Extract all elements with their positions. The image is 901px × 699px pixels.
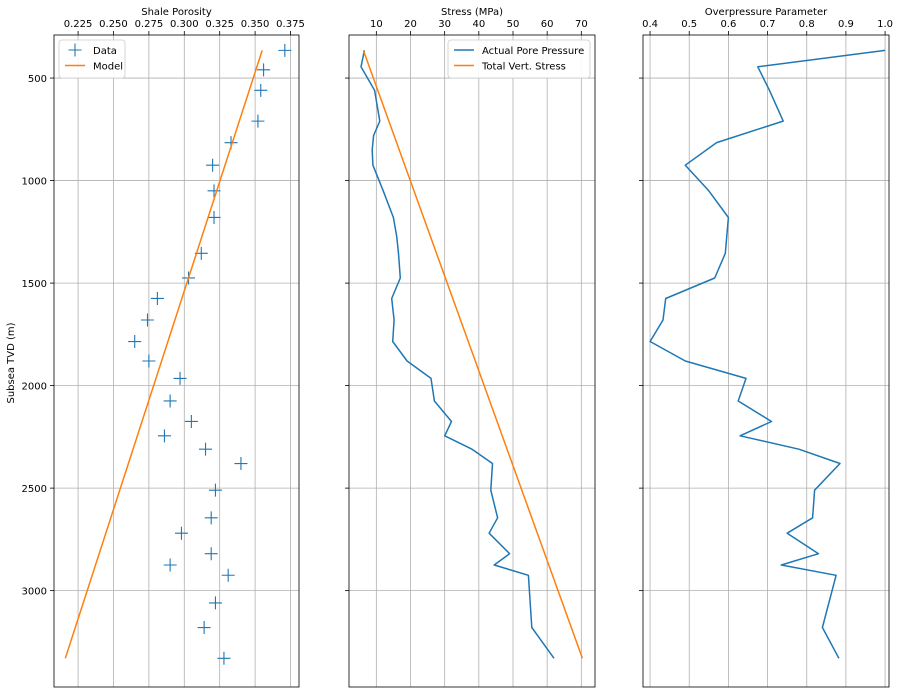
x-tick-label: 20 <box>404 19 417 30</box>
x-tick-label: 60 <box>541 19 554 30</box>
data-point <box>257 63 271 77</box>
data-point <box>204 547 218 561</box>
x-tick-label: 0.300 <box>170 19 199 30</box>
data-point <box>140 313 154 327</box>
x-tick-label: 30 <box>438 19 451 30</box>
data-point <box>254 83 268 97</box>
axes-frame <box>642 34 890 688</box>
legend-entry: Actual Pore Pressure <box>482 46 584 57</box>
legend-entry: Total Vert. Stress <box>481 62 566 73</box>
x-tick-label: 40 <box>472 19 485 30</box>
data-point <box>128 335 142 349</box>
data-point <box>251 114 265 128</box>
data-point <box>197 621 211 635</box>
y-tick-label: 2000 <box>22 382 47 393</box>
x-tick-label: 70 <box>575 19 588 30</box>
y-tick-label: 1500 <box>22 279 47 290</box>
legend-marker <box>68 43 82 57</box>
x-tick-label: 0.8 <box>799 19 815 30</box>
data-point <box>208 596 222 610</box>
data-point <box>142 354 156 368</box>
x-tick-label: 0.4 <box>642 19 658 30</box>
model-line <box>64 50 263 659</box>
chart-title: Shale Porosity <box>141 7 212 18</box>
data-point <box>221 568 235 582</box>
data-point <box>207 210 221 224</box>
y-tick-label: 500 <box>28 74 47 85</box>
data-point <box>204 511 218 525</box>
data-point <box>157 429 171 443</box>
stress-panel: 10 20 30 40 50 60 70 Stress (MPa) Actual Pore Pr… <box>345 7 596 688</box>
x-tick-label: 0.6 <box>720 19 736 30</box>
x-tick-label: 0.375 <box>276 19 305 30</box>
data-point <box>173 371 187 385</box>
axes-frame <box>53 34 300 688</box>
data-point <box>208 483 222 497</box>
data-point <box>206 158 220 172</box>
y-axis-label: Subsea TVD (m) <box>6 322 17 403</box>
shale-porosity-panel: 0.225 0.250 0.275 0.300 0.325 0.350 0.375 500 10… <box>22 7 305 688</box>
x-tick-label: 0.225 <box>64 19 93 30</box>
x-tick-label: 1.0 <box>877 19 893 30</box>
x-tick-label: 50 <box>507 19 520 30</box>
data-point <box>199 442 213 456</box>
overpressure-parameter-line <box>649 49 886 659</box>
legend-entry: Model <box>93 62 123 73</box>
overpressure-panel: 0.4 0.5 0.6 0.7 0.8 0.9 1.0 Overpressure Parame… <box>639 7 893 688</box>
chart-title: Overpressure Parameter <box>705 7 828 18</box>
data-point <box>150 291 164 305</box>
data-point <box>163 394 177 408</box>
plot-area <box>64 43 292 665</box>
axes-frame <box>348 34 596 688</box>
x-tick-label: 0.7 <box>760 19 776 30</box>
y-tick-label: 3000 <box>22 587 47 598</box>
actual-pore-pressure-line <box>360 50 555 659</box>
legend: Actual Pore Pressure Total Vert. Stress <box>447 39 591 79</box>
legend-entry: Data <box>93 46 117 57</box>
plot-area <box>649 49 886 659</box>
total-vert-stress-line <box>362 50 584 659</box>
x-tick-label: 0.325 <box>205 19 234 30</box>
data-point <box>207 184 221 198</box>
x-tick-label: 0.5 <box>681 19 697 30</box>
legend: Data Model <box>58 39 126 79</box>
data-point <box>184 414 198 428</box>
y-tick-label: 2500 <box>22 484 47 495</box>
data-point <box>217 651 231 665</box>
data-point <box>174 526 188 540</box>
x-tick-label: 0.250 <box>99 19 128 30</box>
plot-area <box>360 50 584 659</box>
legend-box <box>447 39 591 79</box>
x-tick-label: 10 <box>370 19 383 30</box>
y-tick-label: 1000 <box>22 177 47 188</box>
data-point <box>163 558 177 572</box>
x-tick-label: 0.9 <box>838 19 854 30</box>
data-point <box>234 457 248 471</box>
chart-title: Stress (MPa) <box>441 7 503 18</box>
data-point <box>278 43 292 57</box>
x-tick-label: 0.275 <box>135 19 164 30</box>
x-tick-label: 0.350 <box>241 19 270 30</box>
